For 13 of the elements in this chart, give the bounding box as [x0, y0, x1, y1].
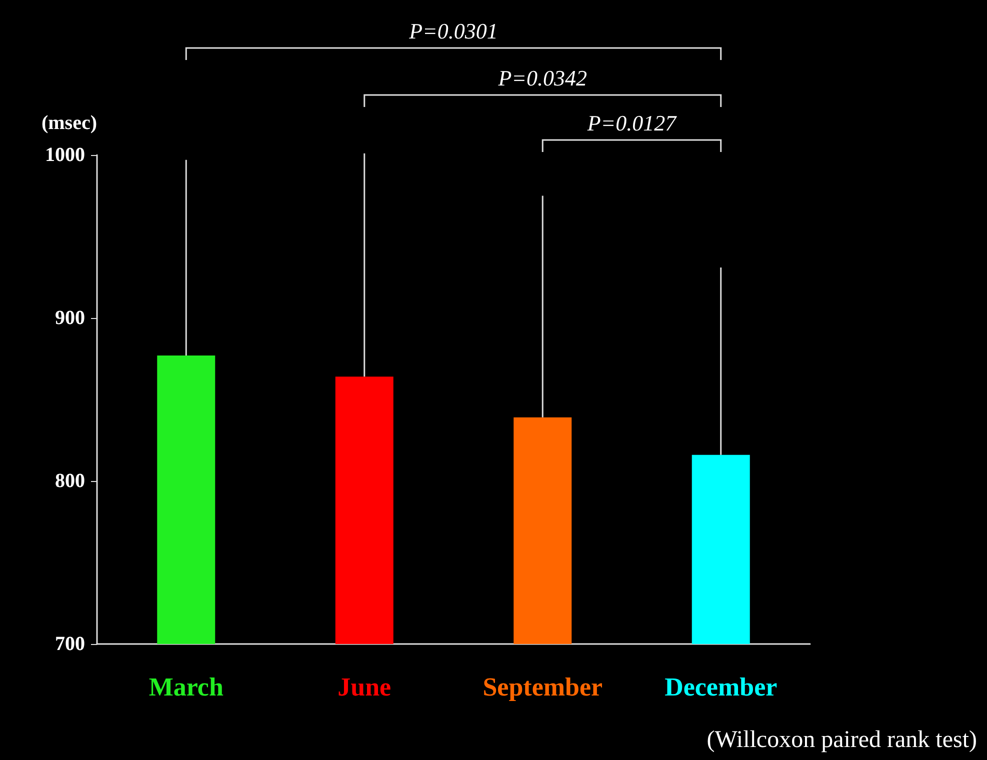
text: (Willcoxon paired rank test) [706, 727, 978, 753]
text: P=0.0127 [586, 110, 678, 136]
x-tick-label: December [664, 672, 778, 702]
x-tick-label: September [482, 672, 603, 702]
text: P=0.0342 [497, 66, 588, 90]
x-tick-label: June [338, 672, 392, 702]
text: P=0.0301 [408, 18, 498, 44]
y-tick-label: 900 [55, 307, 85, 329]
x-tick-label: March [148, 672, 224, 702]
y-tick-label: 1000 [45, 144, 85, 166]
y-tick-label: 700 [55, 633, 85, 655]
y-tick-label: 800 [55, 470, 85, 492]
y-axis-title: (msec) [41, 112, 97, 134]
